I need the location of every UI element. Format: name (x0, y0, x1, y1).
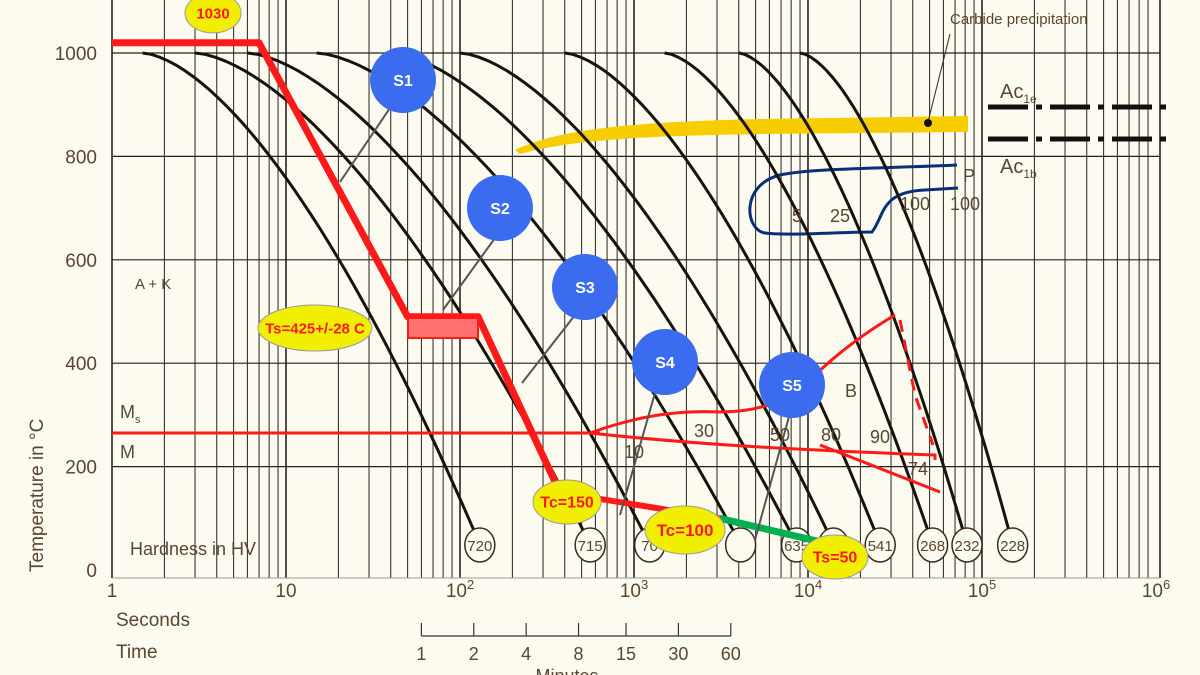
cooling-curve (247, 51, 651, 545)
hardness-value: 715 (578, 538, 603, 555)
ts-range-bubble (257, 304, 373, 352)
tc150-bubble (532, 479, 602, 525)
y-tick-label: 800 (65, 147, 97, 168)
carbide-label: Carbide precipitation (950, 11, 1088, 28)
austenitize-temp-bubble (184, 0, 242, 34)
cooling-curve (564, 51, 882, 545)
cooling-curve (142, 51, 482, 545)
minutes-tick-label: 8 (574, 644, 584, 664)
cooling-curve (390, 51, 798, 545)
y-tick-label: 0 (86, 561, 97, 582)
x-tick-label: 1 (107, 581, 118, 602)
hardness-value: 268 (920, 538, 945, 555)
stage-arrows (339, 107, 791, 541)
x-tick-label: 103 (620, 577, 648, 602)
hardness-value: 541 (868, 538, 893, 555)
percent-label: 90 (870, 427, 890, 447)
cooling-curve (664, 51, 935, 545)
hardness-circle (724, 527, 757, 563)
ts-range-text: Ts=425+/-28 C (265, 320, 365, 337)
martensite-label: M (120, 442, 135, 462)
hardness-circle (864, 527, 896, 563)
cooling-curves: 720 715 70 635 541 268 232 228 (142, 51, 1029, 563)
percent-label: 10 (624, 442, 644, 462)
stage-s1-circle (370, 47, 436, 113)
hardness-circle (464, 527, 496, 563)
bainite-label: B (845, 381, 857, 401)
ac1b-label: Ac1b (1000, 156, 1037, 181)
hardness-circle (574, 527, 606, 563)
stage-s3-label: S3 (575, 280, 595, 297)
pearlite-curves (748, 163, 959, 236)
minutes-tick-label: 2 (469, 644, 479, 664)
carbide-band (515, 116, 968, 154)
percent-label: 25 (830, 206, 850, 226)
stage-s4-label: S4 (655, 355, 675, 372)
hardness-value: 720 (467, 538, 492, 555)
ts-hatch-box (407, 317, 479, 339)
ts50-bubble (801, 534, 869, 580)
cooling-curve (799, 51, 1015, 545)
minutes-tick-label: 15 (616, 644, 636, 664)
minutes-tick-label: 1 (416, 644, 426, 664)
pearlite-label: P (963, 166, 975, 186)
percent-label: 100 (900, 194, 930, 214)
x-tick-label: 104 (794, 577, 822, 602)
stage-s3-circle (552, 254, 618, 320)
x-tick-label: 106 (1142, 577, 1170, 602)
tc100-bubble (644, 505, 726, 555)
seconds-label: Seconds (116, 610, 190, 631)
stage-s1-label: S1 (393, 73, 413, 90)
carbide-dot (924, 119, 932, 127)
percent-label: 100 (950, 194, 980, 214)
minutes-tick-label: 4 (521, 644, 531, 664)
tc100-text: Tc=100 (657, 521, 714, 540)
minutes-tick-label: 60 (721, 644, 741, 664)
time-label: Time (116, 642, 158, 663)
y-axis-label: Temperature in °C (27, 419, 48, 572)
cooling-curve (738, 51, 969, 545)
hardness-circle (996, 527, 1029, 563)
x-tick-label: 10 (275, 581, 296, 602)
cooling-curve (459, 51, 835, 545)
red-path-quench (112, 39, 564, 494)
percent-label: 30 (694, 421, 714, 441)
ac1e-label: Ac1e (1000, 81, 1037, 106)
cooling-curve (194, 51, 592, 545)
stage-s5-label: S5 (782, 378, 802, 395)
y-tick-label: 1000 (55, 44, 97, 65)
percent-label: 74 (908, 459, 928, 479)
austenite-carbide-label: A + K (135, 276, 171, 293)
x-tick-label: 105 (968, 577, 996, 602)
ac1-lines (988, 104, 1167, 142)
green-path (718, 514, 831, 548)
minutes-tick-label: 30 (668, 644, 688, 664)
percent-label: 5 (792, 206, 802, 226)
minutes-label: Minutes (535, 666, 598, 675)
tc150-text: Tc=150 (540, 495, 594, 512)
y-tick-label: 400 (65, 354, 97, 375)
austenitize-temp-text: 1030 (196, 5, 229, 22)
stage-s2-circle (467, 175, 533, 241)
hardness-title: Hardness in HV (130, 539, 256, 559)
ts50-text: Ts=50 (813, 550, 858, 567)
heat-treatment-path (112, 39, 831, 548)
ms-label: Ms (120, 402, 141, 426)
y-tick-label: 600 (65, 251, 97, 272)
hardness-circle (951, 527, 983, 563)
carbide-leader (927, 33, 951, 123)
hardness-value: 228 (1000, 538, 1025, 555)
hardness-value: 232 (954, 538, 979, 555)
percent-label: 50 (770, 425, 790, 445)
stage-s5-circle (759, 352, 825, 418)
x-tick-label: 102 (446, 577, 474, 602)
stage-s4-circle (632, 329, 698, 395)
y-tick-label: 200 (65, 458, 97, 479)
percent-label: 80 (821, 425, 841, 445)
hardness-circle (916, 527, 949, 563)
stage-s2-label: S2 (490, 201, 510, 218)
